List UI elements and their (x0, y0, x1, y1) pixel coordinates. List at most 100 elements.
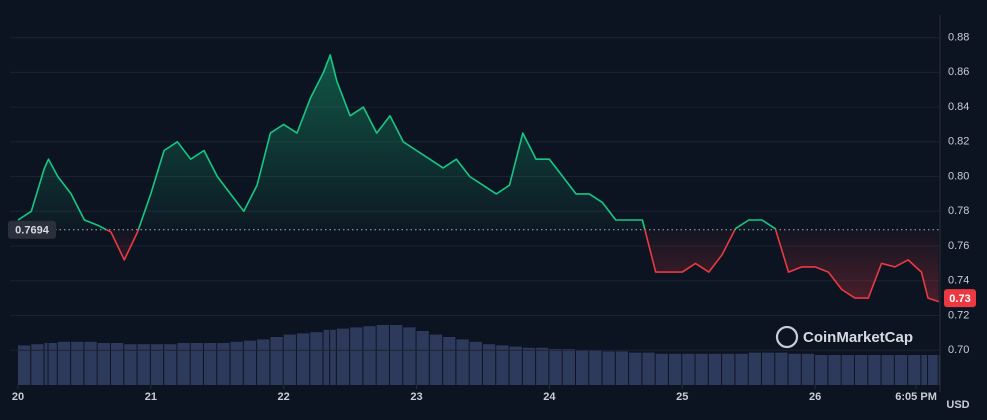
volume-bar (363, 326, 376, 385)
currency-label: USD (946, 399, 969, 411)
volume-bar (496, 345, 509, 385)
current-price-label: 0.73 (949, 293, 970, 305)
volume-bar (775, 352, 788, 385)
volume-bar (536, 347, 549, 385)
volume-bar (938, 355, 940, 385)
volume-bar (801, 353, 815, 385)
volume-bar (509, 346, 522, 385)
volume-bar (310, 332, 323, 385)
plot-layer (10, 54, 940, 303)
volume-bar (283, 334, 296, 385)
volume-bar (403, 327, 416, 385)
volume-bar (881, 355, 894, 385)
volume-layer (17, 325, 940, 385)
volume-bar (589, 350, 602, 385)
volume-bar (828, 355, 841, 385)
x-tick-label: 22 (278, 391, 290, 403)
y-tick-label: 0.82 (948, 136, 969, 148)
volume-bar (336, 328, 350, 385)
volume-bar (190, 343, 203, 385)
y-tick-label: 0.78 (948, 205, 969, 217)
y-tick-label: 0.70 (948, 344, 969, 356)
volume-bar (230, 341, 243, 385)
y-tick-label: 0.86 (948, 66, 969, 78)
x-tick-label: 25 (676, 391, 688, 403)
y-tick-label: 0.80 (948, 170, 969, 182)
volume-bar (629, 352, 642, 385)
volume-bar (71, 341, 84, 385)
volume-bar (841, 355, 854, 385)
volume-bar (31, 344, 44, 385)
volume-bar (668, 353, 682, 385)
volume-bar (270, 337, 283, 385)
volume-bar (243, 340, 257, 385)
volume-bar (562, 349, 575, 385)
volume-bar (695, 353, 708, 385)
baseline-label: 0.7694 (15, 225, 50, 237)
volume-bar (735, 353, 748, 385)
volume-bar (615, 351, 629, 385)
volume-bar (722, 353, 735, 385)
volume-bar (257, 339, 270, 385)
volume-bar (137, 344, 150, 385)
volume-bar (389, 325, 403, 385)
volume-bar (57, 341, 71, 385)
volume-bar (788, 353, 801, 385)
volume-bar (330, 329, 336, 385)
price-badge (944, 289, 976, 308)
volume-bar (110, 343, 124, 385)
volume-bar (708, 353, 722, 385)
volume-bar (97, 343, 110, 385)
volume-bar (921, 355, 928, 385)
volume-bar (642, 352, 655, 385)
volume-bar (761, 352, 775, 385)
volume-bar (482, 344, 496, 385)
x-tick-label: 21 (145, 391, 157, 403)
volume-bar (549, 349, 562, 385)
volume-bar (655, 353, 668, 385)
volume-bar (84, 341, 97, 385)
volume-bar (682, 353, 695, 385)
logo (775, 325, 799, 349)
price-line (17, 54, 939, 303)
volume-bar (815, 355, 828, 385)
y-tick-label: 0.88 (948, 31, 969, 43)
watermark: CoinMarketCap (775, 325, 913, 349)
y-tick-label: 0.74 (948, 275, 969, 287)
volume-bar (350, 327, 363, 385)
volume-bar (748, 352, 761, 385)
y-tick-label: 0.76 (948, 240, 969, 252)
volume-bar (203, 343, 217, 385)
x-tick-label: 24 (543, 391, 556, 403)
x-tick-label: 26 (809, 391, 821, 403)
volume-bar (894, 355, 908, 385)
x-tick-label: 6:05 PM (895, 391, 937, 403)
volume-bar (429, 334, 443, 385)
y-tick-label: 0.84 (948, 101, 969, 113)
volume-bar (469, 341, 482, 385)
volume-bar (456, 339, 469, 385)
volume-bar (164, 344, 177, 385)
volume-bar (150, 344, 164, 385)
volume-bar (522, 347, 536, 385)
volume-bar (908, 355, 921, 385)
volume-bar (17, 345, 31, 385)
x-tick-label: 20 (12, 391, 24, 403)
y-tick-label: 0.72 (948, 309, 969, 321)
volume-bar (323, 329, 330, 385)
volume-bar (602, 351, 615, 385)
volume-bar (575, 350, 589, 385)
volume-bar (376, 325, 389, 385)
price-area (18, 55, 939, 302)
volume-bar (443, 337, 456, 385)
volume-bar (296, 333, 310, 385)
volume-bar (177, 343, 190, 385)
volume-bar (416, 331, 429, 385)
x-tick-label: 23 (410, 391, 422, 403)
volume-bar (124, 344, 137, 385)
watermark-text: CoinMarketCap (803, 329, 913, 346)
baseline-badge (8, 220, 56, 239)
volume-bar (868, 355, 881, 385)
